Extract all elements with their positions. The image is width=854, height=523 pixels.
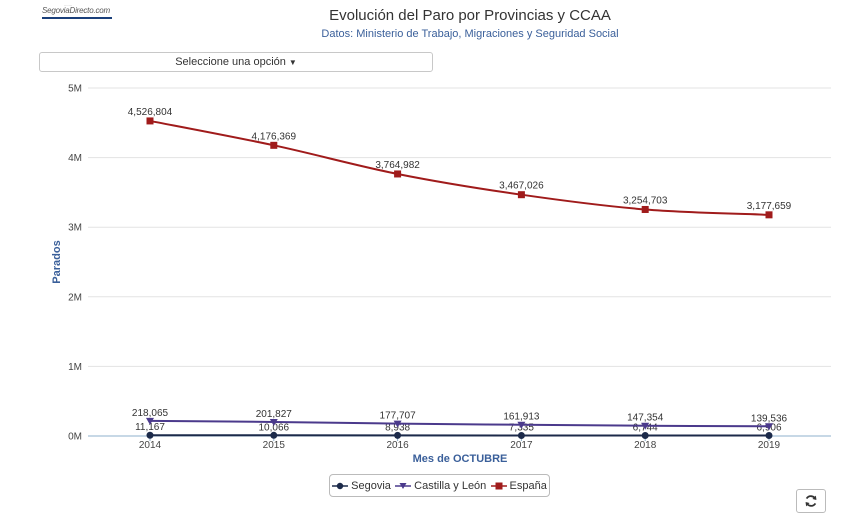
data-label-segovia: 10,066 <box>259 422 290 433</box>
legend-item-segovia[interactable]: Segovia <box>332 480 391 492</box>
data-point-espana <box>641 205 649 213</box>
series-line-castilla-y-leon <box>149 419 770 428</box>
caret-down-icon: ▼ <box>288 58 297 67</box>
data-label-espana: 4,176,369 <box>252 131 297 142</box>
logo-text: SegoviaDirecto.com <box>42 6 110 15</box>
data-point-segovia <box>394 431 402 439</box>
y-tick-label: 3M <box>68 223 82 234</box>
y-axis-title: Parados <box>51 240 63 283</box>
chart-title: Evolución del Paro por Provincias y CCAA <box>329 7 611 24</box>
data-label-castilla-y-leon: 218,065 <box>132 408 169 419</box>
legend-square-icon <box>490 482 507 489</box>
legend-item-espana[interactable]: España <box>490 479 547 492</box>
data-point-castilla-y-leon <box>517 421 526 429</box>
data-point-castilla-y-leon <box>641 422 650 430</box>
legend-label-castilla-y-leon: Castilla y León <box>414 479 487 492</box>
data-label-espana: 4,526,804 <box>128 107 173 118</box>
option-selector-label: Seleccione una opción <box>175 56 286 68</box>
y-tick-label: 2M <box>68 292 82 303</box>
data-point-castilla-y-leon <box>393 420 402 428</box>
logo-underline <box>42 17 112 19</box>
y-tick-label: 1M <box>68 362 82 373</box>
data-point-segovia <box>146 431 154 439</box>
data-label-espana: 3,254,703 <box>623 195 668 206</box>
data-label-castilla-y-leon: 161,913 <box>503 412 540 423</box>
x-tick-label: 2017 <box>510 440 533 451</box>
refresh-button[interactable] <box>796 489 826 513</box>
series-line-espana <box>149 119 770 216</box>
data-label-castilla-y-leon: 139,536 <box>751 413 788 424</box>
x-tick-label: 2016 <box>386 440 409 451</box>
legend-label-espana: España <box>509 479 547 492</box>
x-tick-label: 2019 <box>758 440 781 451</box>
data-point-segovia <box>765 432 773 440</box>
x-axis-title: Mes de OCTUBRE <box>413 453 508 465</box>
data-label-segovia: 8,938 <box>385 422 410 433</box>
data-point-segovia <box>270 431 278 439</box>
chart-subtitle: Datos: Ministerio de Trabajo, Migracione… <box>321 28 619 40</box>
refresh-icon <box>805 495 817 507</box>
data-point-espana <box>394 170 402 178</box>
y-tick-label: 4M <box>68 153 82 164</box>
site-logo: ······· SegoviaDirecto.com <box>42 3 122 20</box>
data-label-castilla-y-leon: 177,707 <box>380 411 417 422</box>
legend-circle-icon <box>332 482 349 489</box>
chart-legend: Segovia Castilla y León España <box>329 474 550 497</box>
x-tick-label: 2014 <box>139 440 162 451</box>
legend-label-segovia: Segovia <box>351 479 391 492</box>
data-point-castilla-y-leon <box>269 418 278 426</box>
data-label-castilla-y-leon: 147,354 <box>627 413 664 424</box>
legend-triangle-icon <box>395 482 412 489</box>
data-point-espana <box>765 211 773 219</box>
data-label-segovia: 11,167 <box>135 422 165 433</box>
data-point-segovia <box>517 431 525 439</box>
logo-tagline: ······· <box>64 3 72 8</box>
y-tick-label: 5M <box>68 84 82 95</box>
data-label-espana: 3,764,982 <box>375 160 420 171</box>
x-tick-label: 2015 <box>263 440 286 451</box>
data-point-espana <box>146 117 154 125</box>
data-label-espana: 3,467,026 <box>499 181 544 192</box>
data-point-castilla-y-leon <box>146 417 154 425</box>
data-point-castilla-y-leon <box>765 423 773 431</box>
data-point-espana <box>270 141 278 149</box>
legend-item-castilla-y-leon[interactable]: Castilla y León <box>395 480 486 492</box>
option-selector-dropdown[interactable]: Seleccione una opción ▼ <box>39 52 433 72</box>
data-label-espana: 3,177,659 <box>747 201 792 212</box>
data-point-segovia <box>641 432 649 440</box>
x-tick-label: 2018 <box>634 440 657 451</box>
data-point-espana <box>517 191 525 199</box>
data-label-castilla-y-leon: 201,827 <box>256 409 293 420</box>
y-tick-label: 0M <box>68 432 82 443</box>
